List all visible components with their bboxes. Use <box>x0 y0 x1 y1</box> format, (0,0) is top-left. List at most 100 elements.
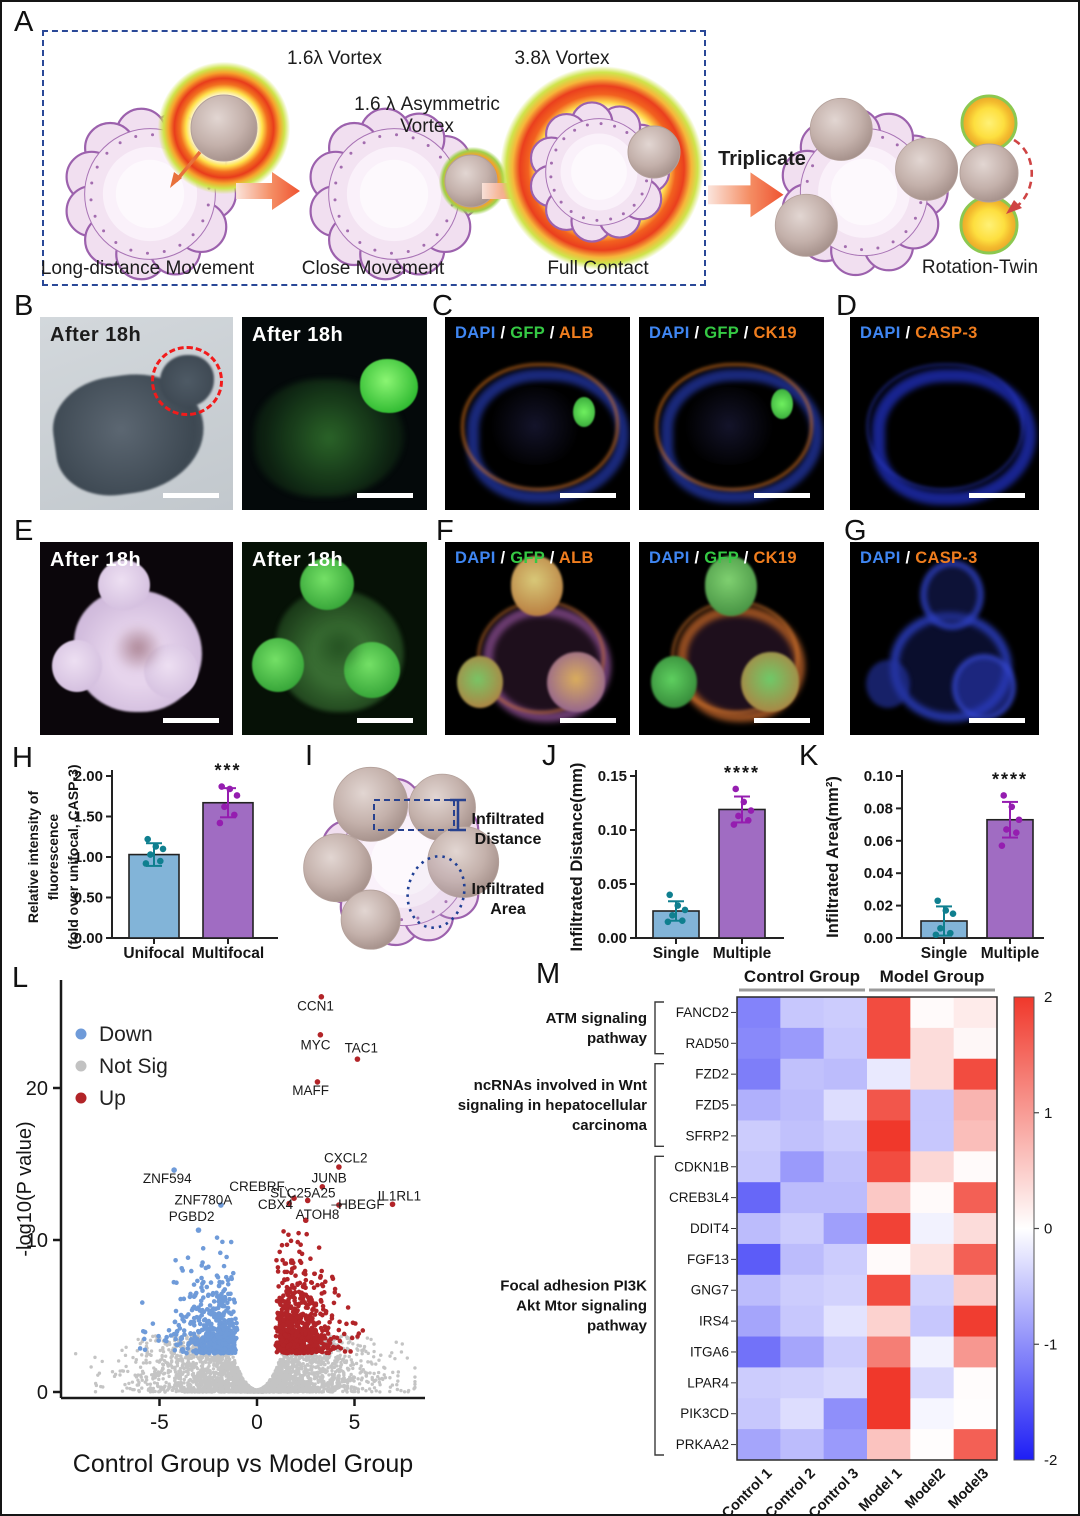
svg-text:1.00: 1.00 <box>74 849 103 866</box>
data-point <box>735 812 742 820</box>
volcano-plot: 0 10 20 -5 0 5 -log10(P value) Control Group vs… <box>14 980 425 1478</box>
panel-letter-l: L <box>12 962 29 994</box>
stage-label-full-contact: Full Contact <box>547 258 649 279</box>
inner-tissue <box>485 387 585 465</box>
data-point <box>932 931 940 939</box>
scale-bar <box>357 718 413 723</box>
svg-text:ZNF594: ZNF594 <box>143 1171 192 1186</box>
inner-tissue <box>679 387 779 465</box>
if-image-ck19-multifocal: DAPI / GFP / CK19 <box>639 542 824 735</box>
bar-multiple <box>986 818 1034 939</box>
pathway-bracket <box>654 1155 664 1456</box>
channel-label-part: GFP <box>510 324 545 342</box>
channel-label-part: / <box>544 324 559 342</box>
svg-text:1.50: 1.50 <box>74 809 103 826</box>
data-point <box>730 821 738 828</box>
data-point <box>218 783 225 790</box>
svg-text:fluorescence: fluorescence <box>45 814 61 901</box>
data-point <box>942 907 950 914</box>
process-arrow <box>708 172 784 218</box>
svg-text:Unifocal: Unifocal <box>123 945 184 962</box>
data-point <box>144 835 151 843</box>
channel-label: DAPI / GFP / CK19 <box>649 549 797 568</box>
svg-text:0.15: 0.15 <box>598 768 627 785</box>
svg-text:0.05: 0.05 <box>598 876 627 893</box>
infiltrated-distance-label: Infiltrated Distance <box>460 810 556 850</box>
data-point <box>142 860 150 867</box>
channel-label-part: / <box>689 549 705 567</box>
data-point <box>681 906 689 914</box>
infiltrated-distance-line1: Infiltrated <box>471 811 545 828</box>
data-point <box>998 842 1006 849</box>
if-image-casp3-unifocal: DAPI / CASP-3 <box>850 317 1039 510</box>
svg-text:-log10(P value): -log10(P value) <box>14 1121 36 1256</box>
panel-letter-k: K <box>799 740 819 772</box>
svg-text:0.50: 0.50 <box>74 890 103 907</box>
panel-letter-e: E <box>14 515 34 547</box>
svg-text:CREBRF: CREBRF <box>229 1179 285 1194</box>
infiltrated-area-line2: Area <box>490 901 526 918</box>
svg-text:Single: Single <box>653 945 700 962</box>
tumor-lobe <box>98 560 150 610</box>
svg-text:0.04: 0.04 <box>864 865 894 882</box>
faint-ring <box>866 363 1024 491</box>
channel-label-part: / <box>495 549 511 567</box>
svg-text:Down: Down <box>99 1023 153 1046</box>
up-points <box>273 1229 366 1356</box>
organoid <box>303 766 500 950</box>
asym-vortex-label-line2: Vortex <box>400 116 454 137</box>
channel-label-part: CASP-3 <box>915 324 978 342</box>
channel-label-part: DAPI <box>455 549 496 567</box>
if-image-casp3-multifocal: DAPI / CASP-3 <box>850 542 1039 735</box>
process-arrow <box>236 172 300 210</box>
panel-letter-i: I <box>305 740 314 772</box>
channel-label-part: DAPI <box>860 549 901 567</box>
svg-text:CXCL2: CXCL2 <box>324 1151 368 1166</box>
scale-bar <box>560 493 616 498</box>
channel-label-part: CK19 <box>753 324 797 342</box>
channel-label-part: DAPI <box>649 549 690 567</box>
channel-label: DAPI / GFP / CK19 <box>649 324 797 343</box>
scale-bar <box>969 493 1025 498</box>
svg-text:MAFF: MAFF <box>292 1083 329 1098</box>
bar-chart-casp3-intensity: Relative intensity of fluorescence (fold o… <box>25 761 278 962</box>
channel-label-part: DAPI <box>860 324 901 342</box>
timepoint-label: After 18h <box>252 324 344 346</box>
lobe-left <box>651 656 697 708</box>
timepoint-label: After 18h <box>252 549 344 571</box>
rotation-twin-illustration <box>959 94 1034 255</box>
svg-text:CCN1: CCN1 <box>297 999 334 1014</box>
gfp-lobe <box>300 558 354 610</box>
channel-label-part: DAPI <box>649 324 690 342</box>
rotation-arrow <box>1011 138 1034 212</box>
dark-core <box>312 624 366 670</box>
svg-text:****: **** <box>992 769 1028 789</box>
lobe-right <box>547 652 605 712</box>
data-point <box>949 910 957 917</box>
lobe-top <box>705 556 757 616</box>
gfp-tumor-sphere <box>360 359 418 413</box>
data-point <box>732 785 739 793</box>
lobe-right <box>741 652 799 712</box>
colorbar <box>1013 996 1035 1461</box>
svg-text:ATOH8: ATOH8 <box>296 1207 340 1222</box>
infiltrated-area-line1: Infiltrated <box>471 881 545 898</box>
pathway-bracket <box>654 1001 664 1055</box>
vortex2-label: 3.8λ Vortex <box>514 48 610 69</box>
scale-bar <box>560 718 616 723</box>
svg-text:Control Group vs Model Group: Control Group vs Model Group <box>73 1450 413 1478</box>
legend-dot <box>75 1028 87 1040</box>
svg-text:0.08: 0.08 <box>864 800 893 817</box>
data-point <box>740 798 748 806</box>
channel-label-part: CASP-3 <box>915 549 978 567</box>
if-image-alb-multifocal: DAPI / GFP / ALB <box>445 542 630 735</box>
svg-text:Multifocal: Multifocal <box>192 945 264 962</box>
down-points <box>137 1235 240 1356</box>
svg-text:HBEGF: HBEGF <box>338 1197 385 1212</box>
rotation-twin-label: Rotation-Twin <box>921 257 1039 278</box>
scale-bar <box>163 718 219 723</box>
channel-label-part: ALB <box>558 324 594 342</box>
panel-letter-a: A <box>14 6 34 38</box>
tumor-lobe <box>52 640 102 692</box>
infiltration-schematic <box>303 766 500 950</box>
